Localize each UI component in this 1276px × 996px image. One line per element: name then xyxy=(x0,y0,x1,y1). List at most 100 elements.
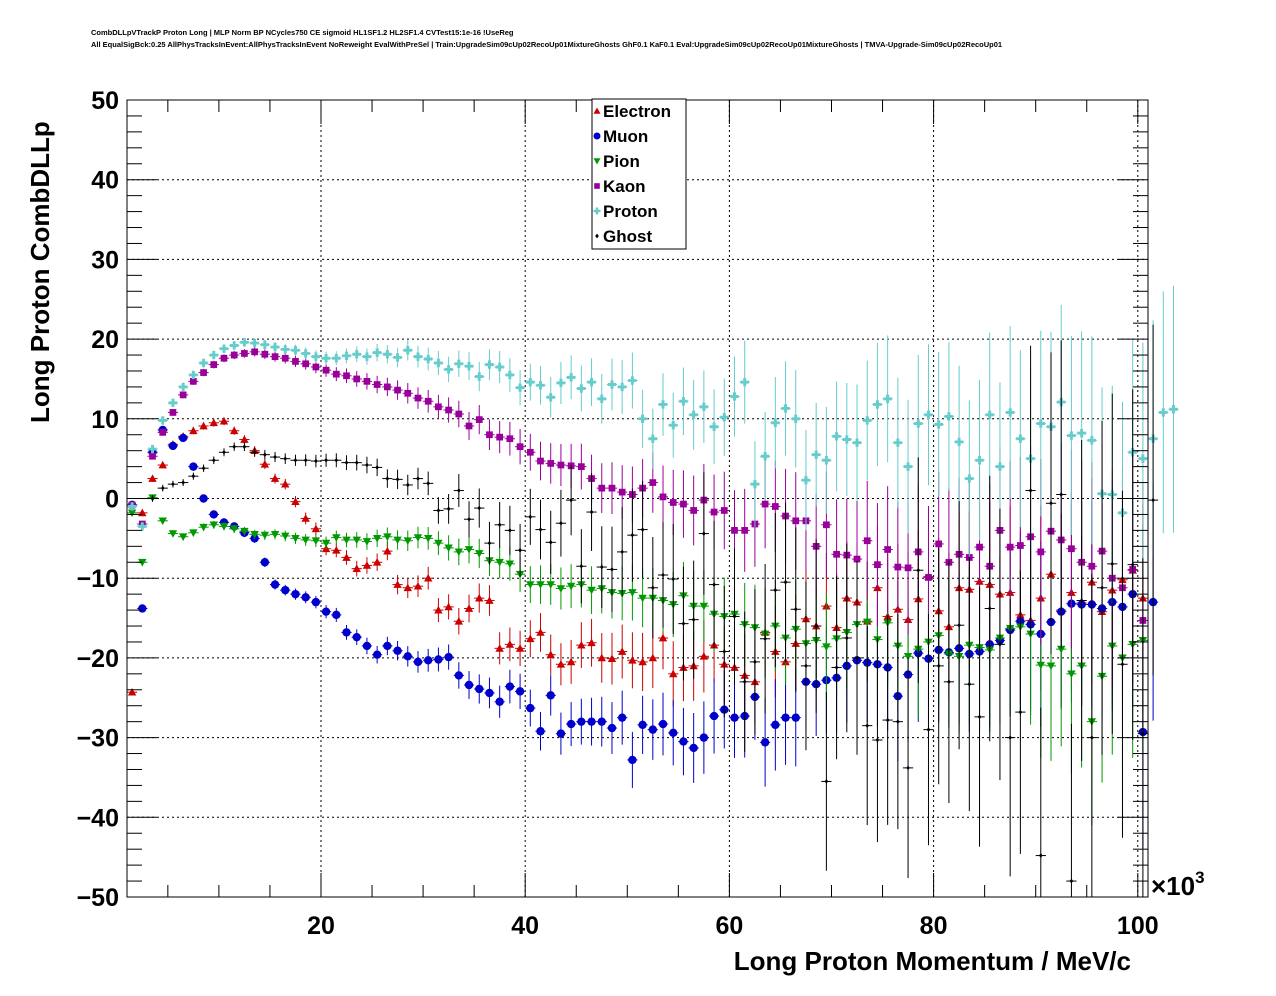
data-point-pion xyxy=(270,531,280,539)
data-point-pion xyxy=(495,558,504,567)
data-point-ghost xyxy=(579,563,584,569)
data-point-ghost xyxy=(548,539,553,545)
y-tick-label: 0 xyxy=(105,486,119,514)
data-point-electron xyxy=(587,638,596,647)
data-point-muon xyxy=(464,680,474,690)
data-point-kaon xyxy=(424,397,432,405)
legend-marker-kaon xyxy=(594,183,600,189)
data-point-kaon xyxy=(363,377,371,385)
data-point-muon xyxy=(311,597,321,607)
data-point-proton xyxy=(556,378,566,388)
data-point-ghost xyxy=(671,576,676,582)
data-point-proton xyxy=(189,370,198,380)
data-point-pion xyxy=(352,536,361,545)
x-tick-label: 80 xyxy=(920,912,948,940)
data-point-proton xyxy=(965,474,974,483)
data-point-proton xyxy=(178,382,188,392)
data-point-muon xyxy=(444,652,453,662)
data-point-ghost xyxy=(1008,735,1012,740)
data-point-ghost xyxy=(763,636,767,642)
legend-marker-pion xyxy=(593,158,601,165)
legend-entry-pion: Pion xyxy=(593,152,640,171)
data-point-electron xyxy=(240,435,249,443)
data-point-kaon xyxy=(149,452,156,460)
data-point-ghost xyxy=(211,457,216,463)
data-point-proton xyxy=(352,350,361,359)
legend-marker-muon xyxy=(593,132,601,140)
data-point-muon xyxy=(730,713,739,722)
data-point-proton xyxy=(791,414,800,423)
data-point-kaon xyxy=(271,353,279,360)
data-point-proton xyxy=(138,522,147,531)
data-point-pion xyxy=(587,586,596,595)
data-point-pion xyxy=(556,585,566,593)
data-point-pion xyxy=(168,530,178,538)
data-point-proton xyxy=(566,373,576,382)
data-point-proton xyxy=(1169,405,1178,414)
data-point-ghost xyxy=(926,727,931,733)
x-tick-label: 100 xyxy=(1117,912,1159,940)
legend-entry-ghost: Ghost xyxy=(595,227,652,246)
x-multiplier-exponent: 3 xyxy=(1195,868,1204,887)
data-point-muon xyxy=(526,703,535,713)
data-point-electron xyxy=(362,561,372,569)
data-point-muon xyxy=(209,510,218,519)
data-point-proton xyxy=(485,360,494,369)
data-point-pion xyxy=(219,523,229,531)
legend-entry-muon: Muon xyxy=(593,127,648,146)
x-tick-label: 20 xyxy=(307,912,335,940)
data-point-kaon xyxy=(537,457,544,465)
chart-title-line-2: All EqualSigBck:0.25 AllPhysTracksInEven… xyxy=(91,40,1003,49)
data-point-ghost xyxy=(947,679,951,685)
data-point-ghost xyxy=(916,567,921,573)
data-point-proton xyxy=(311,352,321,361)
data-point-electron xyxy=(372,558,382,566)
data-point-kaon xyxy=(976,543,983,551)
data-point-kaon xyxy=(925,574,932,581)
data-point-electron xyxy=(658,633,668,642)
data-point-proton xyxy=(127,502,137,511)
data-point-kaon xyxy=(823,521,830,529)
data-point-kaon xyxy=(394,386,401,394)
data-point-proton xyxy=(230,341,239,350)
data-point-proton xyxy=(954,437,964,447)
data-point-ghost xyxy=(1090,735,1094,740)
legend-marker-proton xyxy=(593,207,601,215)
data-point-electron xyxy=(383,546,392,555)
data-point-kaon xyxy=(353,375,361,383)
data-point-ghost xyxy=(518,547,522,553)
data-point-electron xyxy=(332,546,341,554)
data-point-pion xyxy=(413,534,423,542)
data-point-pion xyxy=(526,581,535,589)
data-point-muon xyxy=(281,585,290,595)
data-point-proton xyxy=(168,398,178,408)
y-tick-label: 50 xyxy=(91,87,119,115)
data-point-ghost xyxy=(1079,598,1084,603)
data-point-muon xyxy=(423,656,433,665)
data-point-muon xyxy=(475,684,484,694)
data-point-pion xyxy=(699,602,709,611)
data-point-kaon xyxy=(465,422,473,430)
data-point-ghost xyxy=(446,506,451,512)
data-point-ghost xyxy=(303,457,308,463)
data-point-muon xyxy=(638,720,647,730)
data-point-ghost xyxy=(742,679,747,685)
data-point-proton xyxy=(648,434,658,443)
data-point-muon xyxy=(362,641,372,651)
data-point-pion xyxy=(475,550,484,558)
data-point-pion xyxy=(444,544,453,553)
data-point-proton xyxy=(801,475,811,485)
data-point-pion xyxy=(362,538,372,546)
data-point-electron xyxy=(423,574,433,582)
data-point-proton xyxy=(689,410,698,420)
data-point-muon xyxy=(760,738,770,747)
data-point-electron xyxy=(352,564,361,572)
data-point-kaon xyxy=(506,435,514,443)
data-point-ghost xyxy=(242,444,247,450)
data-point-proton xyxy=(985,410,994,420)
legend-label: Pion xyxy=(603,152,640,171)
data-point-muon xyxy=(566,719,576,729)
data-point-proton xyxy=(1138,454,1148,463)
data-point-proton xyxy=(372,348,382,357)
data-point-proton xyxy=(444,365,453,374)
